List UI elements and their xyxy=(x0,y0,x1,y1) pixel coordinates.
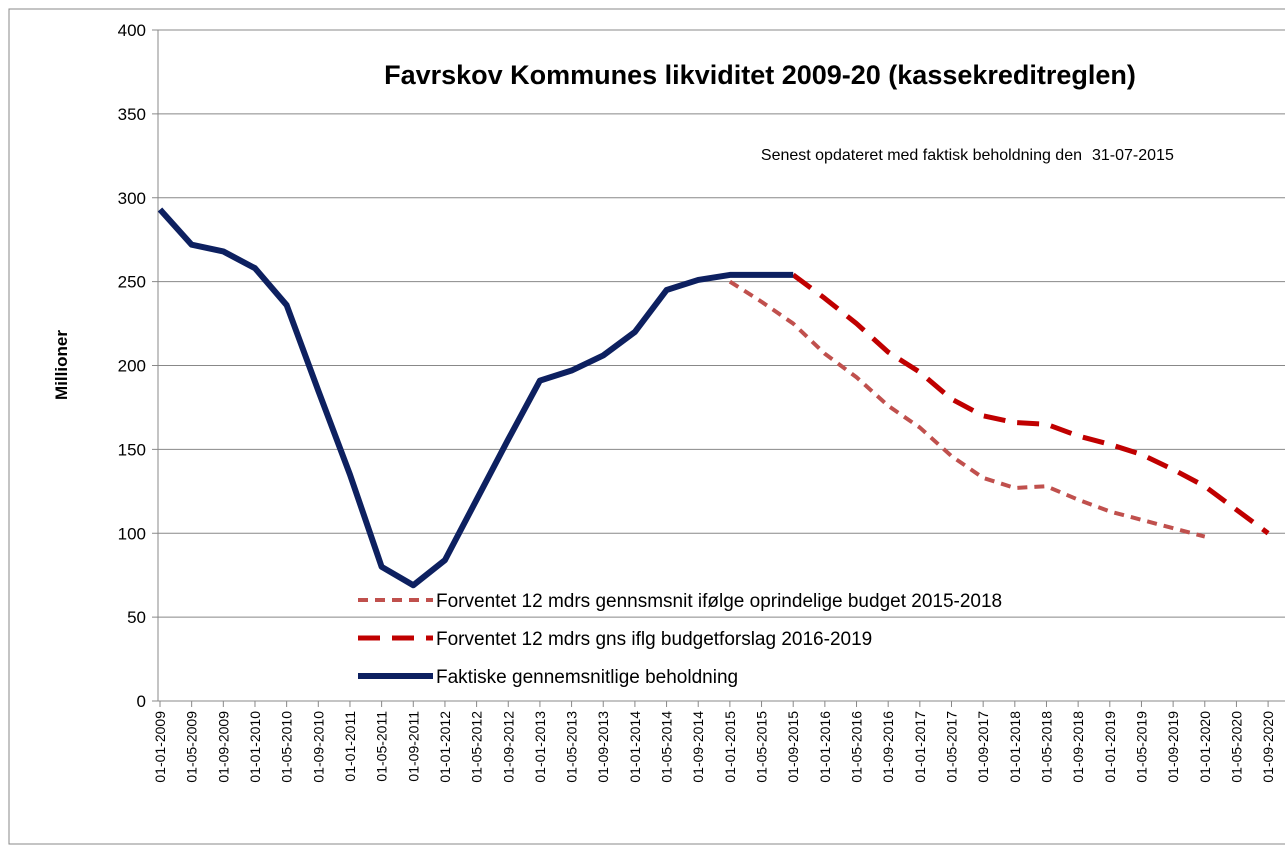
x-tick-label: 01-09-2014 xyxy=(690,711,706,783)
y-tick-label: 200 xyxy=(118,357,146,376)
x-tick-label: 01-01-2015 xyxy=(722,711,738,783)
x-tick-label: 01-09-2017 xyxy=(975,711,991,783)
x-tick-label: 01-09-2009 xyxy=(215,711,231,783)
x-tick-label: 01-01-2020 xyxy=(1197,711,1213,783)
chart-border xyxy=(8,8,1285,845)
x-tick-label: 01-01-2010 xyxy=(247,711,263,783)
y-tick-label: 400 xyxy=(118,21,146,40)
x-tick-label: 01-05-2015 xyxy=(754,711,770,783)
x-tick-label: 01-09-2019 xyxy=(1165,711,1181,783)
x-tick-label: 01-01-2014 xyxy=(627,711,643,783)
y-axis-label: Millioner xyxy=(52,330,71,400)
y-tick-label: 250 xyxy=(118,273,146,292)
y-tick-label: 50 xyxy=(127,608,146,627)
x-tick-label: 01-01-2017 xyxy=(912,711,928,783)
x-tick-label: 01-05-2014 xyxy=(659,711,675,783)
x-tick-label: 01-09-2010 xyxy=(310,711,326,783)
x-tick-label: 01-05-2020 xyxy=(1228,711,1244,783)
x-tick-label: 01-05-2012 xyxy=(469,711,485,783)
update-date: 31-07-2015 xyxy=(1092,147,1174,164)
y-tick-label: 350 xyxy=(118,105,146,124)
x-tick-label: 01-05-2013 xyxy=(564,711,580,783)
x-tick-label: 01-05-2010 xyxy=(279,711,295,783)
x-tick-label: 01-01-2018 xyxy=(1007,711,1023,783)
x-tick-label: 01-09-2015 xyxy=(785,711,801,783)
chart-title: Favrskov Kommunes likviditet 2009-20 (ka… xyxy=(384,60,1136,90)
x-tick-label: 01-09-2018 xyxy=(1070,711,1086,783)
x-tick-label: 01-01-2016 xyxy=(817,711,833,783)
x-tick-label: 01-05-2019 xyxy=(1133,711,1149,783)
x-tick-label: 01-01-2012 xyxy=(437,711,453,783)
x-tick-label: 01-05-2009 xyxy=(184,711,200,783)
x-tick-label: 01-01-2009 xyxy=(152,711,168,783)
x-tick-label: 01-09-2012 xyxy=(500,711,516,783)
x-tick-label: 01-09-2011 xyxy=(405,711,421,782)
x-tick-label: 01-01-2013 xyxy=(532,711,548,783)
x-tick-label: 01-05-2011 xyxy=(374,711,390,782)
legend-label: Forventet 12 mdrs gennsmsnit ifølge opri… xyxy=(436,591,1002,612)
x-tick-label: 01-09-2020 xyxy=(1260,711,1276,783)
series-line xyxy=(791,272,1270,536)
y-tick-label: 100 xyxy=(118,524,146,543)
x-tick-label: 01-05-2016 xyxy=(849,711,865,783)
legend-label: Faktiske gennemsnitlige beholdning xyxy=(436,667,738,688)
y-tick-label: 0 xyxy=(137,692,146,711)
x-tick-label: 01-09-2016 xyxy=(880,711,896,783)
y-tick-label: 300 xyxy=(118,189,146,208)
legend-label: Forventet 12 mdrs gns iflg budgetforslag… xyxy=(436,629,872,650)
series-line xyxy=(157,207,794,589)
x-tick-label: 01-05-2018 xyxy=(1038,711,1054,783)
x-tick-label: 01-01-2011 xyxy=(342,711,358,782)
x-tick-label: 01-01-2019 xyxy=(1102,711,1118,783)
x-tick-label: 01-05-2017 xyxy=(944,711,960,783)
x-tick-label: 01-09-2013 xyxy=(595,711,611,783)
y-tick-label: 150 xyxy=(118,440,146,459)
subtitle: Senest opdateret med faktisk beholdning … xyxy=(761,147,1082,164)
